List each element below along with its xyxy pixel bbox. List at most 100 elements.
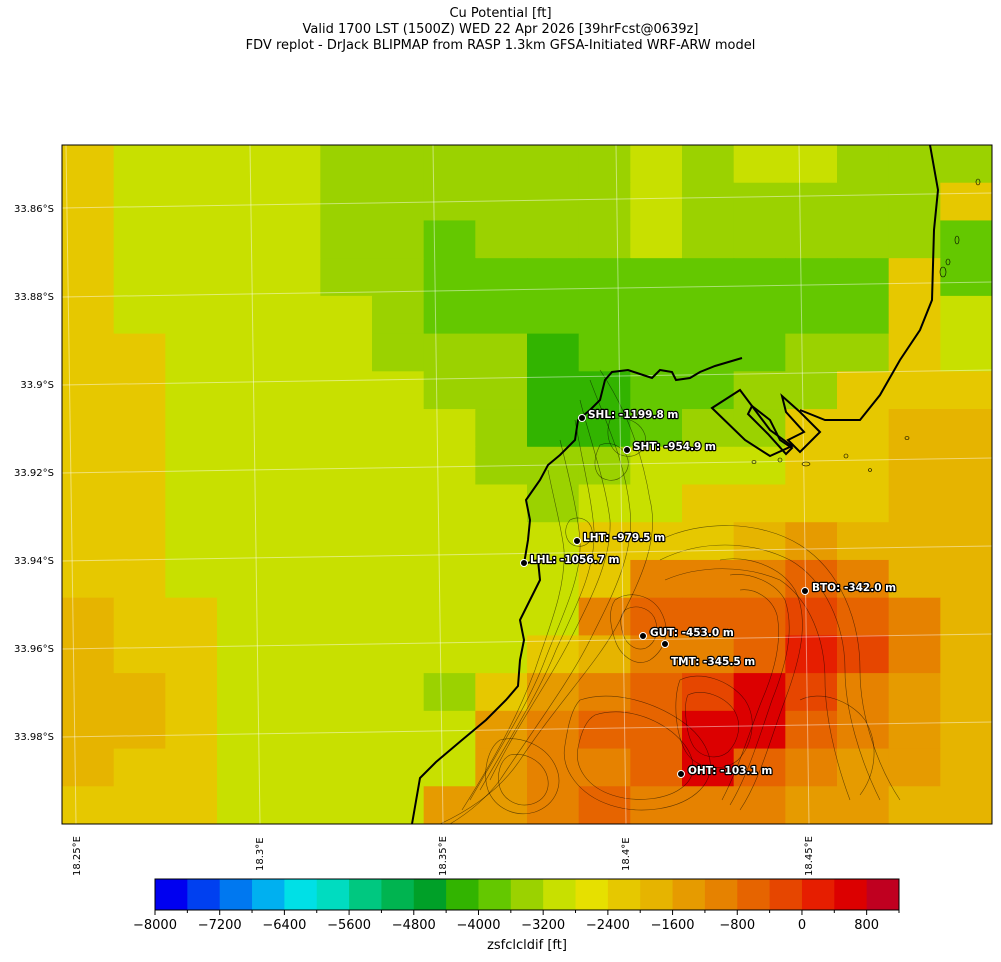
colorbar-swatch xyxy=(316,879,350,910)
heatmap-cell xyxy=(527,522,580,561)
latitude-axis: 33.86°S 33.88°S 33.9°S 33.92°S 33.94°S 3… xyxy=(14,204,54,743)
heatmap-cell xyxy=(372,182,425,222)
heatmap-grid xyxy=(62,145,992,824)
colorbar-swatch xyxy=(866,879,900,910)
heatmap-cell xyxy=(888,409,941,448)
heatmap-cell xyxy=(475,522,528,561)
station-label: SHT: -954.9 m xyxy=(633,441,716,453)
station-lht[interactable]: LHT: -979.5 m xyxy=(573,531,666,545)
heatmap-cell xyxy=(888,786,941,824)
heatmap-cell xyxy=(165,409,218,448)
heatmap-cell xyxy=(630,559,683,599)
heatmap-cell xyxy=(527,786,580,824)
heatmap-cell xyxy=(217,182,270,222)
title-line-1: Cu Potential [ft] xyxy=(449,6,552,21)
heatmap-cell xyxy=(423,673,476,712)
heatmap-cell xyxy=(888,559,941,599)
station-dot xyxy=(623,446,631,454)
station-sht[interactable]: SHT: -954.9 m xyxy=(623,440,717,454)
heatmap-cell xyxy=(62,295,115,335)
heatmap-cell xyxy=(113,409,166,448)
heatmap-cell xyxy=(372,145,425,184)
heatmap-cell xyxy=(527,710,580,750)
heatmap-cell xyxy=(578,635,631,674)
heatmap-cell xyxy=(888,295,941,335)
heatmap-cell xyxy=(785,371,838,410)
heatmap-cell xyxy=(372,597,425,636)
heatmap-cell xyxy=(268,333,321,372)
heatmap-cell xyxy=(475,371,528,410)
heatmap-cell xyxy=(888,710,941,750)
heatmap-cell xyxy=(268,446,321,486)
station-label: OHT: -103.1 m xyxy=(688,765,772,777)
station-label: GUT: -453.0 m xyxy=(650,627,734,639)
colorbar-swatch xyxy=(252,879,285,910)
heatmap-cell xyxy=(940,559,992,599)
station-bto[interactable]: BTO: -342.0 m xyxy=(801,581,897,595)
station-dot xyxy=(677,770,685,778)
heatmap-cell xyxy=(268,597,321,636)
colorbar-swatch xyxy=(801,879,835,910)
heatmap-cell xyxy=(578,559,631,599)
heatmap-cell xyxy=(423,333,476,372)
heatmap-cell xyxy=(837,597,890,636)
heatmap-cell xyxy=(320,446,373,486)
station-dot xyxy=(520,559,528,567)
station-dot xyxy=(573,537,581,545)
heatmap-cell xyxy=(837,484,890,523)
heatmap-cell xyxy=(372,748,425,787)
heatmap-cell xyxy=(785,786,838,824)
title-line-3: FDV replot - DrJack BLIPMAP from RASP 1.… xyxy=(245,38,756,53)
heatmap-cell xyxy=(320,258,373,297)
heatmap-cell xyxy=(475,220,528,259)
colorbar-swatch xyxy=(478,879,512,910)
heatmap-cell xyxy=(682,673,735,712)
heatmap-cell xyxy=(837,635,890,674)
heatmap-cell xyxy=(682,559,735,599)
heatmap-cell xyxy=(320,710,373,750)
heatmap-cell xyxy=(630,409,683,448)
station-lhl[interactable]: LHL: -1056.7 m xyxy=(520,553,621,567)
station-tmt[interactable]: TMT: -345.5 m xyxy=(661,640,756,669)
heatmap-cell xyxy=(268,673,321,712)
heatmap-cell xyxy=(320,597,373,636)
station-shl[interactable]: SHL: -1199.8 m xyxy=(578,408,680,422)
heatmap-cell xyxy=(165,333,218,372)
heatmap-cell xyxy=(62,484,115,523)
heatmap-cell xyxy=(837,258,890,297)
heatmap-cell xyxy=(113,597,166,636)
heatmap-cell xyxy=(527,371,580,410)
heatmap-cell xyxy=(837,220,890,259)
heatmap-cell xyxy=(423,635,476,674)
plot-frame xyxy=(61,144,993,825)
heatmap-cell xyxy=(372,220,425,259)
heatmap-cell xyxy=(423,258,476,297)
heatmap-cell xyxy=(423,220,476,259)
heatmap-cell xyxy=(527,220,580,259)
heatmap-cell xyxy=(320,409,373,448)
colorbar-swatches xyxy=(155,879,900,910)
heatmap-cell xyxy=(785,295,838,335)
heatmap-cell xyxy=(320,333,373,372)
heatmap-cell xyxy=(423,145,476,184)
heatmap-cell xyxy=(682,597,735,636)
heatmap-cell xyxy=(268,295,321,335)
station-markers: SHL: -1199.8 m SHT: -954.9 m LHT: -979.5… xyxy=(520,408,897,778)
lat-label: 33.86°S xyxy=(14,204,54,215)
heatmap-cell xyxy=(888,522,941,561)
heatmap-cell xyxy=(423,597,476,636)
heatmap-cell xyxy=(785,333,838,372)
station-oht[interactable]: OHT: -103.1 m xyxy=(677,764,774,778)
heatmap-cell xyxy=(320,145,373,184)
heatmap-cell xyxy=(372,559,425,599)
heatmap-cell xyxy=(888,182,941,222)
station-gut[interactable]: GUT: -453.0 m xyxy=(639,626,735,640)
station-label: BTO: -342.0 m xyxy=(812,582,896,594)
heatmap-cell xyxy=(372,333,425,372)
heatmap-cell xyxy=(113,748,166,787)
heatmap-cell xyxy=(372,484,425,523)
colorbar-label: zsfclcldif [ft] xyxy=(487,938,567,953)
heatmap-cell xyxy=(733,333,786,372)
colorbar-swatch xyxy=(381,879,415,910)
heatmap-cell xyxy=(837,446,890,486)
